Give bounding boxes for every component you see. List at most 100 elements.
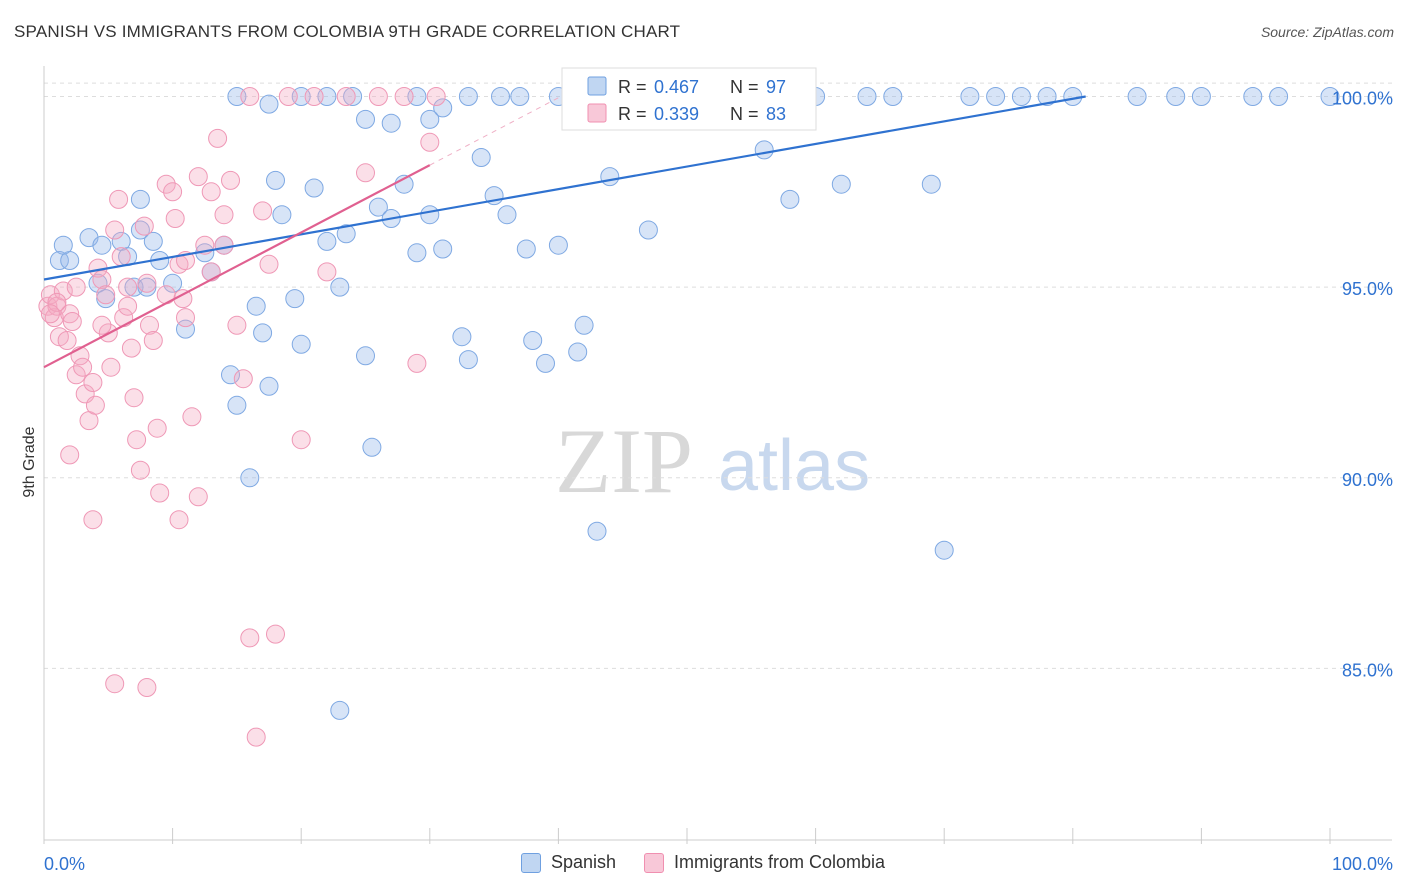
spanish-point-40 <box>420 205 440 225</box>
spanish-point-88 <box>433 98 453 118</box>
colombia-point-55 <box>266 624 285 644</box>
colombia-point-72 <box>188 167 208 187</box>
colombia-point-14 <box>83 373 103 392</box>
colombia-point-48 <box>221 170 240 190</box>
bottom-legend: Spanish Immigrants from Colombia <box>0 852 1406 873</box>
spanish-point-35 <box>362 437 382 457</box>
spanish-point-46 <box>497 205 517 225</box>
legend-n-label-colombia: N = <box>730 104 759 124</box>
colombia-point-56 <box>278 87 298 106</box>
colombia-point-70 <box>137 678 157 697</box>
spanish-point-71 <box>1011 87 1031 106</box>
colombia-point-1 <box>40 285 60 305</box>
spanish-point-50 <box>548 235 568 255</box>
colombia-point-5 <box>53 281 73 301</box>
chart-title: SPANISH VS IMMIGRANTS FROM COLOMBIA 9TH … <box>14 22 681 41</box>
spanish-point-73 <box>1063 87 1083 106</box>
colombia-point-38 <box>165 209 185 228</box>
colombia-point-51 <box>240 628 260 648</box>
colombia-point-79 <box>40 304 60 324</box>
legend-r-value-colombia: 0.339 <box>654 104 699 124</box>
spanish-point-51 <box>568 342 588 362</box>
legend-label-spanish: Spanish <box>550 852 616 872</box>
colombia-point-47 <box>214 235 234 255</box>
spanish-point-19 <box>130 189 150 209</box>
colombia-point-20 <box>101 357 121 377</box>
colombia-point-31 <box>137 273 157 293</box>
spanish-point-53 <box>587 521 607 541</box>
colombia-point-60 <box>336 87 356 106</box>
spanish-point-14 <box>163 273 183 293</box>
spanish-point-29 <box>291 334 311 354</box>
spanish-point-78 <box>1269 87 1289 106</box>
spanish-point-6 <box>130 220 150 240</box>
spanish-point-70 <box>986 87 1006 106</box>
colombia-point-26 <box>121 338 141 358</box>
colombia-point-61 <box>356 163 375 183</box>
colombia-point-76 <box>92 315 112 335</box>
spanish-point-82 <box>291 87 311 106</box>
colombia-point-30 <box>134 216 154 236</box>
legend-r-label-colombia: R = <box>618 104 647 124</box>
spanish-point-96 <box>330 700 350 720</box>
colombia-point-36 <box>156 174 176 194</box>
colombia-point-45 <box>201 262 221 282</box>
spanish-point-20 <box>221 365 240 385</box>
spanish-point-49 <box>536 353 555 373</box>
spanish-point-4 <box>92 235 112 255</box>
trend-lines <box>43 88 1086 369</box>
spanish-point-15 <box>176 319 195 339</box>
y-tick-label-100: 100.0% <box>1332 89 1393 109</box>
spanish-point-61 <box>754 140 774 160</box>
legend-n-value-spanish: 97 <box>766 77 786 97</box>
spanish-point-2 <box>53 235 73 255</box>
watermark-atlas: atlas <box>718 426 870 506</box>
colombia-point-41 <box>176 308 195 328</box>
colombia-point-63 <box>394 87 414 106</box>
colombia-point-27 <box>124 388 144 408</box>
colombia-point-9 <box>66 365 86 385</box>
spanish-point-21 <box>227 395 247 415</box>
colombia-point-11 <box>73 357 93 377</box>
colombia-point-25 <box>118 296 138 316</box>
spanish-point-36 <box>368 197 388 217</box>
spanish-point-52 <box>574 315 594 335</box>
spanish-point-91 <box>510 87 530 106</box>
legend-r-value-spanish: 0.467 <box>654 77 699 97</box>
spanish-point-56 <box>638 220 658 240</box>
colombia-point-37 <box>163 182 183 202</box>
spanish-point-64 <box>831 174 851 194</box>
x-tick-label-0: 0.0% <box>44 854 85 874</box>
colombia-point-32 <box>140 315 159 335</box>
colombia-point-59 <box>317 262 337 282</box>
colombia-point-17 <box>92 270 112 289</box>
colombia-point-42 <box>182 407 202 427</box>
spanish-point-89 <box>458 87 478 106</box>
legend-entry-spanish: Spanish <box>520 852 616 873</box>
colombia-point-66 <box>426 87 446 106</box>
spanish-point-30 <box>304 178 324 198</box>
spanish-point-8 <box>88 273 108 293</box>
colombia-point-29 <box>130 460 150 480</box>
spanish-point-80 <box>227 87 247 106</box>
y-tick-label-95: 95.0% <box>1342 279 1393 299</box>
legend-n-label-spanish: N = <box>730 77 759 97</box>
spanish-point-11 <box>124 277 144 297</box>
spanish-point-90 <box>491 87 510 106</box>
colombia-point-15 <box>85 395 105 415</box>
spanish-point-42 <box>452 327 472 347</box>
tick-labels: 85.0% 90.0% 95.0% 100.0% 0.0% 100.0% <box>44 89 1393 874</box>
colombia-point-69 <box>105 674 125 694</box>
colombia-point-43 <box>188 487 208 507</box>
legend-swatch-colombia <box>587 103 607 123</box>
legend-box: R = 0.467 N = 97 R = 0.339 N = 83 <box>561 67 817 131</box>
legend-swatch-spanish-bottom <box>520 852 541 873</box>
spanish-point-76 <box>1191 87 1211 106</box>
legend-entry-colombia: Immigrants from Colombia <box>644 852 885 873</box>
colombia-point-77 <box>66 277 86 297</box>
colombia-point-81 <box>201 182 221 202</box>
spanish-point-72 <box>1037 87 1057 106</box>
spanish-point-44 <box>471 148 491 167</box>
spanish-point-31 <box>317 231 337 251</box>
